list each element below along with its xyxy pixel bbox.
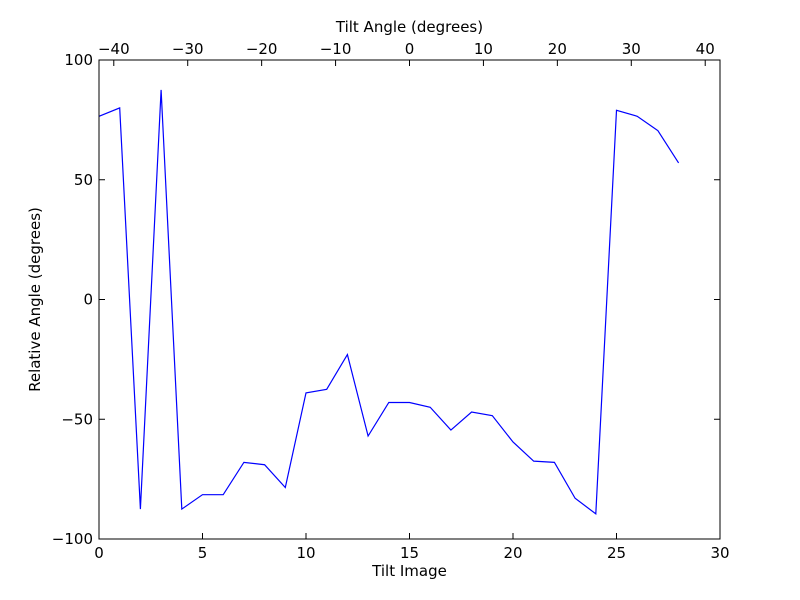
ticks-layer — [98, 59, 721, 540]
top-x-tick-label: −40 — [98, 40, 130, 58]
top-x-tick-label: −20 — [246, 40, 278, 58]
x-tick-label: 30 — [710, 544, 729, 562]
top-x-axis-label: Tilt Angle (degrees) — [335, 18, 483, 36]
plot-frame — [98, 59, 721, 540]
top-x-tick-label: −30 — [172, 40, 204, 58]
x-tick-label: 15 — [400, 544, 419, 562]
top-x-tick-label: 10 — [474, 40, 493, 58]
top-x-tick-label: 30 — [622, 40, 641, 58]
x-tick-label: 20 — [503, 544, 522, 562]
top-x-tick-label: 0 — [405, 40, 415, 58]
y-tick-label: −100 — [52, 530, 93, 548]
top-x-tick-label: −10 — [320, 40, 352, 58]
y-tick-label: 50 — [74, 171, 93, 189]
y-axis-label: Relative Angle (degrees) — [26, 207, 44, 392]
y-tick-label: −50 — [61, 410, 93, 428]
top-x-tick-label: 40 — [696, 40, 715, 58]
y-tick-label: 0 — [83, 291, 93, 309]
x-tick-label: 5 — [198, 544, 208, 562]
x-tick-label: 25 — [607, 544, 626, 562]
series-layer — [98, 89, 680, 516]
x-tick-label: 0 — [94, 544, 104, 562]
tick-labels-layer: 0 5 10 15 20 25 30−40 −30 −20 −10 0 10 20 30 40−100−50… — [52, 40, 730, 562]
x-axis-label: Tilt Image — [371, 562, 447, 580]
x-tick-label: 10 — [296, 544, 315, 562]
series-line — [98, 89, 680, 516]
y-tick-label: 100 — [64, 51, 93, 69]
top-x-tick-label: 20 — [548, 40, 567, 58]
